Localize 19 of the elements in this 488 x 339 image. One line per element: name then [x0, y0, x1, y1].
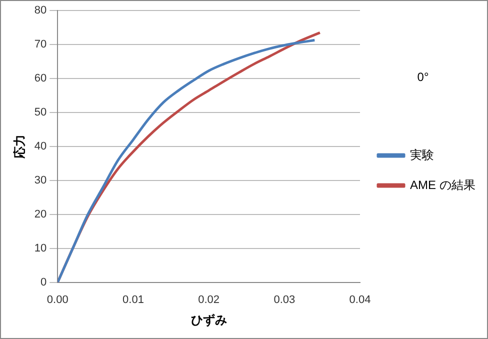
y-tick-label: 30	[34, 174, 47, 187]
text: 0°	[417, 70, 429, 84]
y-tick-label: 60	[34, 72, 47, 85]
y-axis-title: 応力	[12, 134, 27, 160]
y-tick-label: 20	[34, 208, 47, 220]
x-tick-label: 0.03	[274, 294, 296, 306]
x-tick-label: 0.04	[349, 294, 371, 306]
y-tick-label: 0	[40, 276, 47, 288]
y-tick-label: 40	[34, 140, 47, 153]
legend-label: 実験	[410, 148, 434, 162]
legend-label: AME の結果	[410, 178, 476, 192]
x-tick-label: 0.00	[46, 294, 68, 306]
y-tick-label: 80	[34, 4, 47, 17]
x-tick-label: 0.01	[122, 294, 144, 306]
y-tick-label: 70	[34, 38, 47, 51]
x-tick-label: 0.02	[198, 294, 220, 306]
y-tick-label: 50	[34, 106, 47, 119]
y-tick-label: 10	[34, 242, 47, 254]
x-axis-title: ひずみ	[190, 313, 227, 328]
